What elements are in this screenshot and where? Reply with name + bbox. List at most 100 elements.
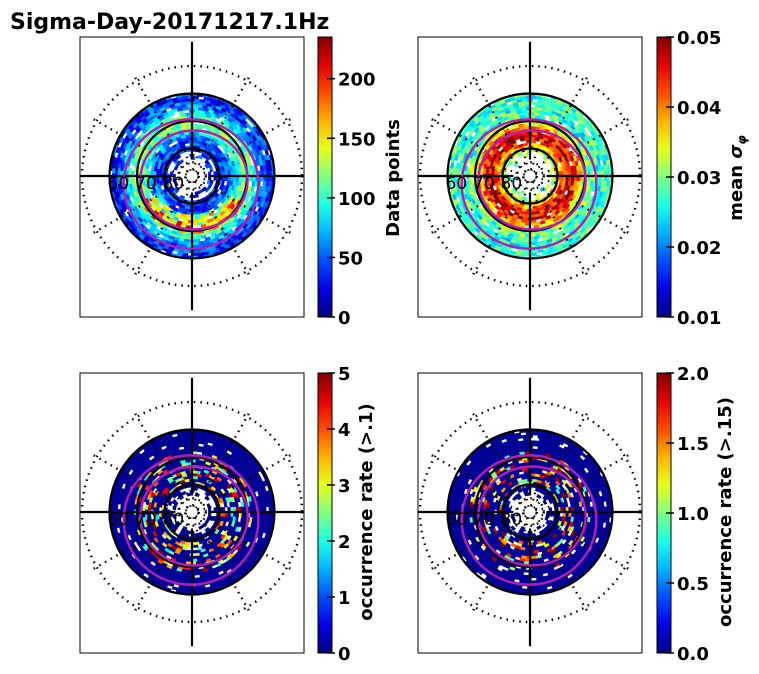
heatmap-cell: [185, 112, 191, 117]
heatmap-cell: [523, 101, 529, 106]
oval-boundary-inner: [139, 129, 249, 231]
heatmap-cell: [214, 114, 221, 120]
heatmap-cell: [535, 192, 542, 198]
heatmap-cell: [531, 443, 537, 447]
latitude-label: 80: [501, 174, 523, 194]
heatmap-cell: [178, 495, 185, 501]
dotted-spoke-inner: [530, 149, 539, 171]
latitude-label: 60: [108, 510, 130, 530]
dotted-circle: [177, 497, 207, 527]
heatmap-cell: [193, 555, 199, 559]
panel-mean-sigma-phi: 60 70 80: [417, 36, 643, 318]
heatmap-cell: [193, 107, 199, 111]
heatmap-cell: [550, 179, 555, 186]
dotted-circle: [183, 503, 201, 521]
panel-data-points: 60 70 80: [79, 36, 305, 318]
dotted-circle: [177, 161, 207, 191]
heatmap-cell: [194, 585, 201, 590]
heatmap-cell: [251, 180, 256, 187]
oval-boundary-outer: [460, 118, 598, 250]
heatmap-cell: [517, 152, 524, 158]
axes-frame: [417, 36, 643, 318]
heatmap-cell: [204, 526, 211, 533]
oval-boundary-inner: [477, 129, 587, 231]
heatmap-cell: [185, 448, 191, 453]
heatmap-cell: [523, 235, 529, 240]
heatmap-cells: [447, 429, 613, 595]
heatmap-cell: [194, 492, 200, 498]
latitude-label: 70: [473, 174, 495, 194]
oval-boundary-inner: [139, 465, 249, 567]
dotted-circle: [183, 167, 201, 185]
heatmap-cell: [606, 501, 610, 508]
heatmap-cell: [204, 163, 210, 169]
heatmap-cell: [223, 501, 228, 508]
heatmap-cell: [185, 571, 191, 576]
latitude-label: 80: [163, 510, 185, 530]
dotted-spoke-inner: [192, 149, 201, 171]
heatmap-cell: [185, 437, 191, 442]
oval-boundary-outer: [122, 118, 260, 250]
heatmap-cell: [531, 252, 537, 256]
heatmap-cell: [185, 235, 191, 240]
heatmap-cell: [531, 107, 537, 111]
heatmap-cell: [178, 159, 185, 165]
heatmap-cell: [193, 577, 199, 581]
heatmap-cell: [219, 184, 224, 191]
heatmap-cell: [534, 195, 541, 201]
heatmap-cell: [523, 448, 529, 453]
dotted-circle: [521, 167, 539, 185]
dotted-spoke-inner: [183, 181, 192, 203]
heatmap-cell: [240, 516, 245, 523]
heatmap-cell: [175, 520, 181, 527]
polar-plot: 60 70 80: [418, 41, 642, 311]
heatmap-cell: [198, 524, 204, 530]
latitude-label: 70: [135, 510, 157, 530]
dotted-spoke-inner: [183, 149, 192, 171]
heatmap-cell: [175, 154, 182, 160]
figure-title: Sigma-Day-20171217.1Hz: [10, 10, 329, 35]
heatmap-cell: [206, 179, 211, 185]
heatmap-cell: [193, 432, 199, 436]
heatmap-cell: [531, 96, 537, 100]
heatmap-cell: [173, 501, 179, 507]
heatmap-cell: [531, 588, 537, 592]
heatmap-cell: [533, 101, 540, 106]
latitude-label: 80: [163, 174, 185, 194]
heatmap-cell: [507, 160, 513, 167]
heatmap-cell: [179, 194, 186, 200]
heatmap-cell: [259, 165, 264, 172]
heatmap-cell: [550, 166, 555, 173]
latitude-label: 70: [135, 174, 157, 194]
heatmap-cell: [193, 443, 199, 447]
heatmap-cell: [193, 252, 199, 256]
heatmap-cell: [262, 180, 267, 187]
panel-occurrence-rate-0.1: 60 70 80: [79, 372, 305, 654]
heatmap-cell: [520, 190, 526, 195]
heatmap-cell: [183, 140, 189, 145]
polar-plot: 60 70 80: [418, 377, 642, 647]
heatmap-cell: [516, 435, 523, 440]
heatmap-cell: [193, 588, 199, 592]
heatmap-cell: [185, 549, 192, 554]
heatmap-cell: [539, 186, 546, 192]
heatmap-cell: [182, 526, 188, 531]
polar-plot: 60 70 80: [80, 41, 304, 311]
heatmap-cell: [511, 187, 518, 193]
axes-frame: [79, 36, 305, 318]
heatmap-cell: [193, 96, 199, 100]
heatmap-cell: [182, 107, 189, 111]
panel-occurrence-rate-0.15: 60 70 80: [417, 372, 643, 654]
heatmap-cell: [521, 574, 528, 579]
heatmap-cell: [180, 490, 187, 496]
heatmap-cell: [197, 154, 204, 160]
heatmap-cell: [192, 544, 199, 548]
heatmap-cell: [531, 432, 537, 436]
heatmap-cell: [536, 96, 543, 101]
dotted-circle: [515, 161, 545, 191]
heatmap-cell: [542, 159, 549, 165]
heatmap-cell: [523, 112, 529, 117]
heatmap-cell: [173, 187, 180, 193]
heatmap-cell: [531, 241, 537, 245]
